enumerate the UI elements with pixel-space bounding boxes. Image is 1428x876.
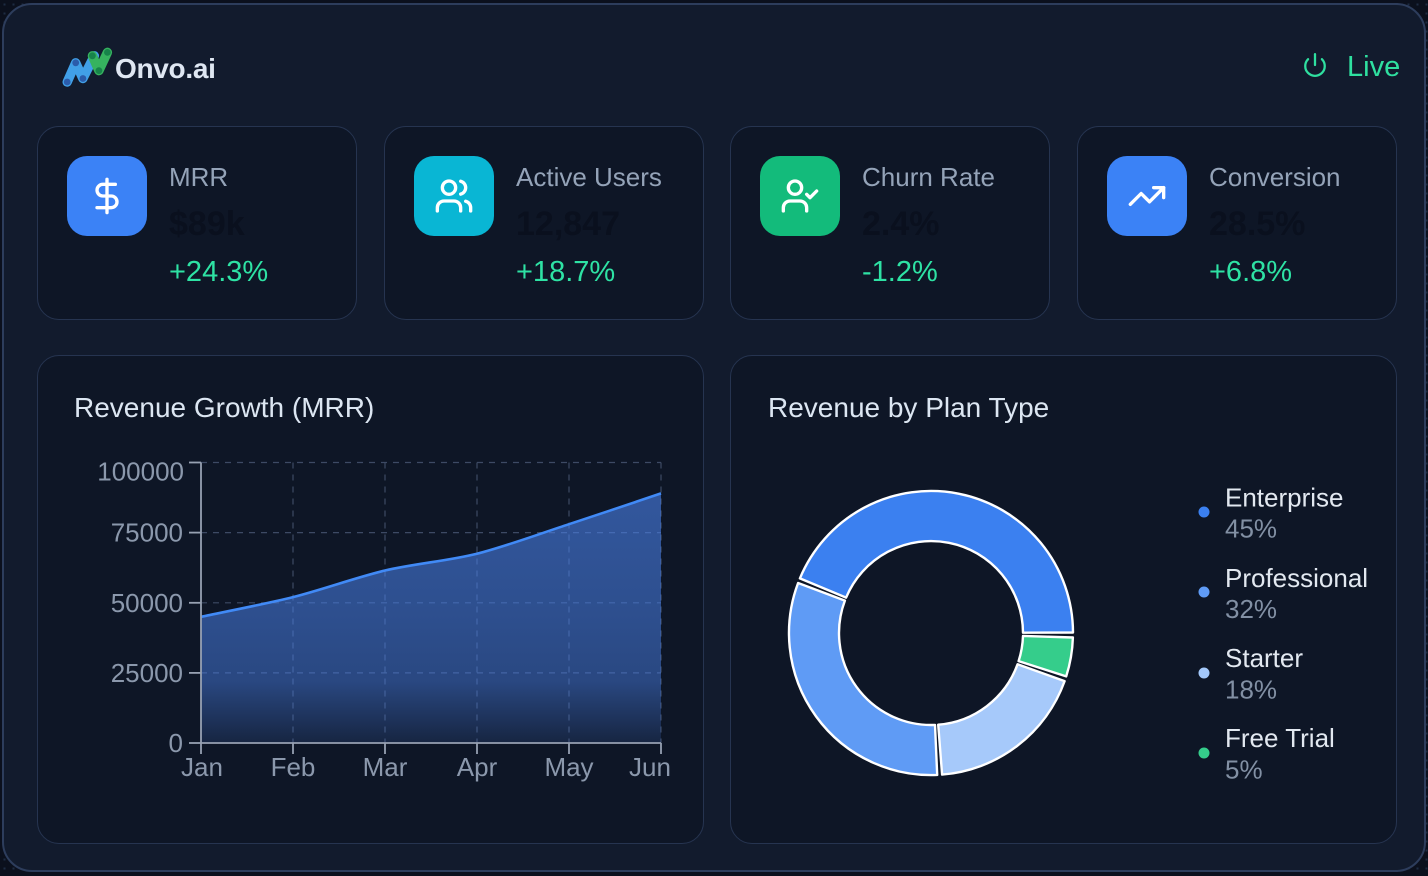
- svg-text:25000: 25000: [111, 658, 183, 688]
- svg-text:Free Trial: Free Trial: [1225, 723, 1335, 753]
- svg-text:Starter: Starter: [1225, 643, 1303, 673]
- svg-text:Jan: Jan: [181, 752, 223, 782]
- svg-text:Apr: Apr: [457, 752, 498, 782]
- svg-text:45%: 45%: [1225, 513, 1277, 543]
- svg-text:Mar: Mar: [363, 752, 408, 782]
- svg-text:5%: 5%: [1225, 754, 1263, 784]
- svg-text:Enterprise: Enterprise: [1225, 482, 1344, 512]
- svg-text:May: May: [544, 752, 593, 782]
- svg-text:Jun: Jun: [629, 752, 671, 782]
- svg-text:75000: 75000: [111, 518, 183, 548]
- svg-text:Feb: Feb: [271, 752, 316, 782]
- svg-text:18%: 18%: [1225, 674, 1277, 704]
- svg-text:Professional: Professional: [1225, 563, 1368, 593]
- svg-text:32%: 32%: [1225, 594, 1277, 624]
- svg-text:0: 0: [169, 728, 183, 758]
- svg-text:100000: 100000: [97, 457, 184, 487]
- svg-text:50000: 50000: [111, 588, 183, 618]
